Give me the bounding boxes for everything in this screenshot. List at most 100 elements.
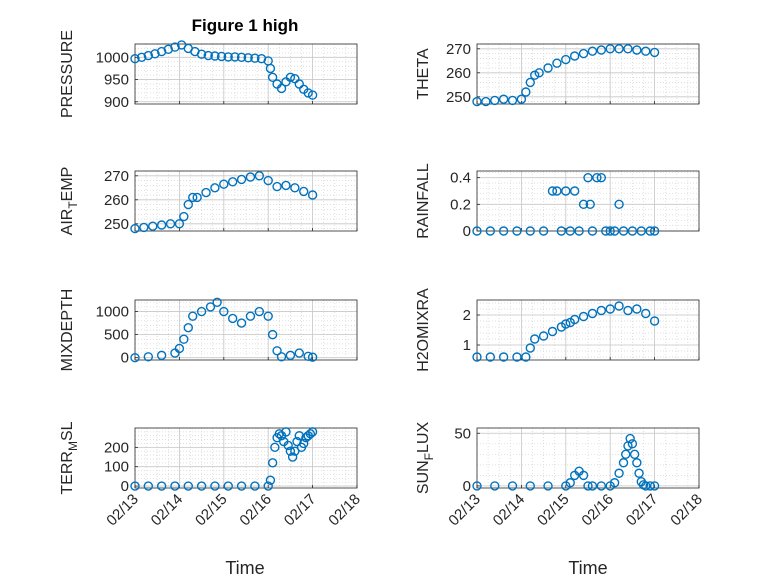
data-point (565, 226, 575, 236)
y-tick-label: 270 (446, 41, 471, 58)
data-point (150, 49, 160, 59)
data-point (634, 468, 644, 478)
data-point (538, 331, 549, 341)
data-point (649, 481, 660, 491)
y-axis-label-pressure: PRESSURE (59, 30, 76, 118)
data-point (507, 95, 518, 106)
data-point (525, 481, 535, 491)
y-tick-label: 0.4 (450, 170, 471, 187)
data-point (587, 226, 598, 236)
axes-box (134, 170, 358, 232)
data-point (130, 352, 140, 363)
data-point (263, 311, 273, 321)
data-point (183, 199, 193, 210)
y-tick-label: 900 (104, 94, 129, 111)
data-point (183, 322, 193, 333)
data-point (265, 475, 276, 485)
data-point (263, 175, 273, 186)
data-point (143, 481, 154, 491)
data-point (156, 220, 167, 230)
data-point (267, 72, 278, 83)
data-point (543, 63, 553, 73)
data-point (156, 46, 167, 57)
data-point (609, 226, 620, 236)
data-point (227, 313, 238, 324)
x-tick-label: 02/14 (148, 491, 187, 530)
data-point (578, 311, 589, 322)
data-point (609, 478, 620, 488)
series-terrmsl (130, 427, 318, 491)
data-point (605, 44, 615, 54)
y-tick-label: 0 (463, 478, 471, 495)
data-point (236, 318, 247, 328)
data-point (245, 172, 256, 182)
data-point (210, 51, 220, 61)
x-tick-label: 02/18 (667, 491, 706, 530)
data-point (170, 42, 180, 52)
data-point (578, 199, 589, 210)
data-point (236, 481, 247, 491)
data-point (287, 452, 298, 462)
data-point (179, 211, 189, 222)
y-axis-label-h2omixra: H2OMIXRA (415, 288, 432, 372)
data-point (625, 433, 635, 444)
data-point (188, 192, 198, 203)
data-point (188, 311, 198, 321)
data-point (636, 226, 646, 236)
data-point (561, 319, 571, 329)
data-point (618, 226, 629, 236)
data-point (614, 301, 624, 311)
grid (477, 428, 699, 488)
y-tick-label: 1 (463, 337, 471, 354)
data-point (136, 52, 147, 63)
figure-title: Figure 1 high (192, 16, 299, 35)
data-point (565, 478, 575, 488)
y-tick-label: 1000 (96, 49, 129, 66)
data-point (236, 174, 247, 185)
x-tick-label: 02/13 (103, 491, 142, 530)
data-point (267, 458, 278, 468)
data-point (641, 481, 651, 491)
data-point (163, 44, 174, 55)
data-point (587, 481, 598, 491)
series-h2omixra (472, 301, 660, 362)
data-point (649, 316, 660, 326)
y-axis-label-terrmsl: TERRMSL (59, 421, 80, 494)
data-point (585, 199, 595, 210)
data-point (174, 219, 185, 229)
data-point (587, 46, 598, 56)
data-point (307, 427, 318, 437)
data-point (587, 308, 598, 319)
data-point (274, 429, 284, 439)
data-point (498, 226, 509, 236)
data-point (632, 458, 642, 468)
data-point (569, 314, 580, 325)
series-sunflux (472, 433, 660, 491)
data-point (201, 187, 211, 198)
data-point (547, 326, 558, 337)
grid (135, 300, 357, 360)
data-point (290, 446, 300, 456)
data-point (203, 50, 213, 61)
data-point (303, 88, 313, 98)
subplot-terrmsl: 0 100 200 02/13 02/14 02/15 02/16 02/17 02/18 TER… (59, 421, 364, 529)
series-pressure (130, 40, 318, 100)
data-point (236, 52, 247, 63)
data-point (561, 186, 571, 196)
x-tick-label: 02/17 (281, 491, 320, 530)
y-tick-label: 950 (104, 72, 129, 89)
data-point (592, 172, 602, 183)
y-tick-label: 0 (463, 223, 471, 240)
y-tick-label: 0 (121, 478, 129, 495)
subplot-airtemp: 250 260 270 AIRTEMP (59, 167, 358, 235)
data-point (245, 311, 256, 321)
data-point (627, 226, 638, 236)
data-point (490, 481, 500, 491)
x-tick-label: 02/15 (534, 491, 573, 530)
data-point (305, 429, 316, 439)
data-point (285, 446, 296, 456)
data-point (263, 481, 273, 491)
data-point (605, 226, 615, 236)
x-tick-label: 02/17 (623, 491, 662, 530)
data-point (530, 70, 540, 80)
